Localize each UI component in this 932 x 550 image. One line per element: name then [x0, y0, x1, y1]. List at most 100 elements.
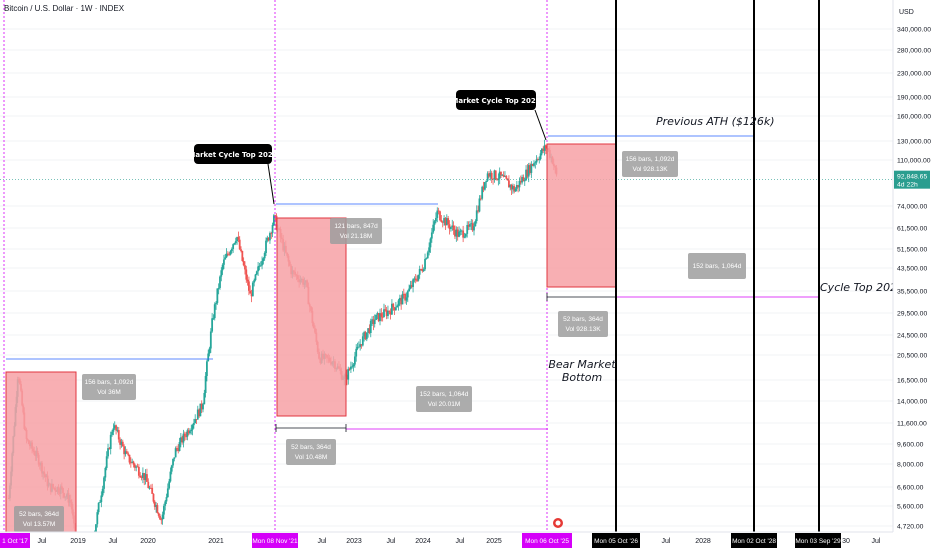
candle-body: [107, 448, 109, 457]
candle-body: [156, 505, 159, 514]
candle-body: [97, 502, 100, 513]
candle-body: [250, 293, 253, 297]
candle-body: [113, 425, 116, 429]
candle-body: [534, 162, 537, 164]
candle-body: [108, 448, 111, 449]
candle-body: [254, 274, 257, 281]
current-price-tag: [894, 170, 930, 189]
price-tick-label: 11,600.00: [897, 421, 927, 428]
callout-2021-pointer: [267, 163, 275, 205]
time-tick-label: 2019: [70, 538, 86, 545]
candle-body: [179, 437, 182, 443]
price-tick-label: 24,500.00: [897, 333, 927, 340]
candle-body: [170, 465, 173, 472]
candle-body: [137, 466, 140, 476]
candle-body: [229, 250, 232, 255]
time-tick-label: 2021: [208, 538, 224, 545]
price-tick-label: 14,000.00: [897, 399, 927, 406]
candle-body: [365, 332, 368, 340]
candle-body: [410, 285, 413, 287]
candle-body: [185, 436, 187, 438]
candle-body: [103, 477, 105, 489]
candle-body: [123, 446, 126, 455]
price-tick-label: 5,600.00: [897, 504, 924, 511]
candle-body: [360, 344, 363, 346]
candle-body: [439, 211, 441, 221]
price-tick-label: 16,500.00: [897, 378, 927, 385]
measure-label-box: [82, 374, 136, 400]
currency-label: USD: [899, 9, 914, 16]
grid: [0, 28, 893, 527]
price-tick-label: 51,500.00: [897, 247, 927, 254]
candle-body: [406, 291, 409, 298]
candle-body: [255, 271, 258, 275]
candle-body: [117, 430, 120, 440]
price-tick-label: 29,500.00: [897, 311, 927, 318]
candle-body: [263, 253, 266, 259]
candle-body: [140, 477, 143, 479]
candle-body: [490, 172, 493, 179]
candle-body: [127, 453, 130, 455]
candle-body: [387, 310, 389, 316]
candle-body: [435, 217, 437, 222]
event-date-label: Mon 05 Oct '26: [594, 538, 638, 545]
candle-body: [226, 253, 229, 255]
candle-body: [426, 252, 429, 259]
candle-body: [109, 434, 112, 449]
candle-body: [494, 170, 497, 179]
candle-body: [253, 280, 256, 283]
callout-2025-pointer: [534, 109, 547, 141]
candle-body: [526, 169, 529, 177]
candle-body: [216, 288, 219, 303]
price-tick-label: 110,000.00: [897, 158, 931, 165]
time-tick-label: 2028: [695, 538, 711, 545]
candle-body: [535, 159, 538, 163]
candle-body: [544, 145, 547, 149]
candle-body: [115, 425, 117, 431]
candle-body: [356, 346, 359, 349]
candle-body: [172, 458, 174, 466]
candle-body: [464, 233, 467, 237]
drawings: Market Cycle Top 2021 Market Cycle Top 20…: [0, 0, 904, 536]
candle-body: [383, 309, 385, 318]
candle-body: [391, 303, 393, 315]
event-date-tag: [795, 533, 841, 548]
candle-body: [165, 497, 168, 502]
candle-body: [448, 224, 451, 229]
time-axis-bg: [0, 532, 893, 550]
candle-body: [445, 218, 448, 226]
candle-body: [233, 243, 236, 245]
time-tick-label: 2020: [140, 538, 156, 545]
price-tick-label: 9,600.00: [897, 442, 924, 449]
measure-label-line1: 152 bars, 1,064d: [693, 263, 742, 270]
candle-body: [240, 249, 242, 251]
time-tick-label: Jul: [38, 538, 47, 545]
candle-body: [509, 184, 512, 188]
price-tick-label: 8,000.00: [897, 462, 924, 469]
candle-body: [384, 309, 387, 311]
candle-body: [168, 481, 171, 489]
candle-body: [174, 448, 177, 458]
candle-body: [217, 287, 220, 289]
candle-body: [373, 319, 376, 325]
price-axis-bg: [893, 0, 932, 550]
candle-body: [160, 519, 163, 521]
candle-body: [238, 239, 241, 250]
time-tick-label: Jul: [662, 538, 671, 545]
candle-body: [363, 332, 366, 337]
previous-ath-label: Previous ATH ($126k): [656, 115, 775, 128]
candle-body: [181, 437, 184, 443]
candle-body: [223, 259, 225, 265]
highlight-date-label: Mon 08 Nov '21: [252, 538, 298, 545]
candle-body: [541, 148, 543, 154]
candle-body: [420, 269, 422, 270]
candle-body: [272, 215, 275, 226]
candle-body: [498, 171, 501, 179]
highlight-date-tag: [0, 533, 30, 548]
candle-body: [437, 210, 440, 212]
measure-label-box: [622, 151, 678, 177]
candle-body: [136, 466, 139, 468]
candle-body: [244, 265, 246, 270]
candle-body: [163, 505, 165, 515]
